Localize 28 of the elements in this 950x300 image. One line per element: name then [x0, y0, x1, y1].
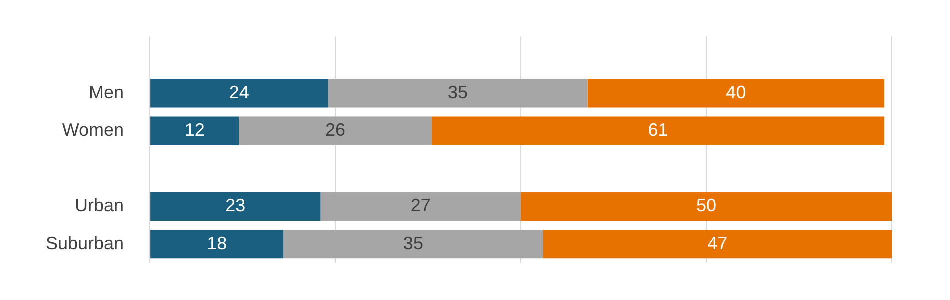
bar — [150, 192, 321, 221]
bar — [239, 116, 432, 146]
data-label: 50 — [696, 196, 717, 216]
data-label: 47 — [708, 233, 728, 254]
y-tick-label: Women — [62, 120, 124, 140]
y-tick-label: Urban — [75, 196, 124, 216]
bar — [543, 230, 892, 259]
bar — [588, 79, 885, 108]
bar — [521, 192, 892, 221]
data-label: 40 — [726, 82, 746, 102]
data-label: 18 — [207, 233, 228, 254]
bar — [150, 79, 328, 108]
data-label: 35 — [448, 82, 468, 102]
y-tick-label: Men — [89, 82, 124, 102]
bar — [150, 230, 284, 259]
data-label: 61 — [648, 120, 668, 140]
data-label: 26 — [326, 120, 346, 140]
bar — [320, 192, 522, 221]
bar — [432, 116, 885, 146]
data-label: 12 — [184, 120, 205, 140]
bar — [328, 79, 588, 108]
bar — [284, 230, 544, 259]
data-label: 23 — [226, 196, 246, 216]
y-tick-label: Suburban — [46, 233, 124, 254]
bar — [150, 116, 240, 146]
data-label: 35 — [403, 233, 424, 254]
data-label: 24 — [229, 82, 250, 102]
data-label: 27 — [410, 196, 431, 216]
